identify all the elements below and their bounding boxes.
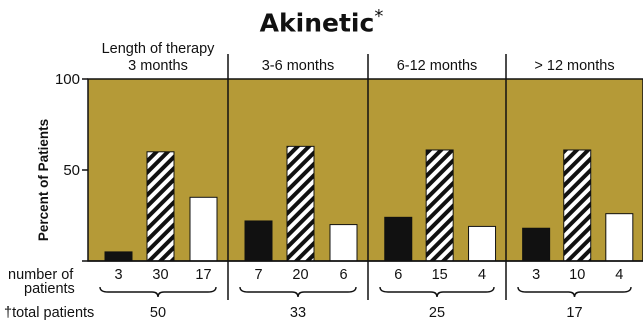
y-axis-label: Percent of Patients (36, 119, 51, 241)
panel-header: > 12 months (534, 58, 614, 74)
bar-2-2 (286, 145, 315, 262)
count-label: 3 (532, 267, 540, 283)
count-label: 30 (152, 267, 168, 283)
bar-3-3 (468, 225, 497, 262)
bar-2-3 (329, 224, 358, 262)
panel-header: 3 months (128, 58, 188, 74)
total-patients-label: †total patients (4, 305, 94, 321)
count-label: 7 (254, 267, 262, 283)
count-label: 20 (292, 267, 308, 283)
plot-background (88, 79, 643, 261)
count-label: 3 (114, 267, 122, 283)
panel-brace (239, 286, 357, 298)
bar-1-1 (104, 251, 133, 262)
count-label: 4 (615, 267, 623, 283)
panel-header: 3-6 months (262, 58, 335, 74)
count-label: 6 (339, 267, 347, 283)
number-label-2: patients (24, 281, 75, 297)
count-label: 15 (432, 267, 448, 283)
total-label: 25 (429, 305, 445, 321)
total-label: 17 (566, 305, 582, 321)
number-label-1: number of (8, 267, 74, 283)
total-label: 33 (290, 305, 306, 321)
bar-3-1 (384, 216, 413, 262)
bar-1-2 (146, 151, 175, 262)
bar-3-2 (425, 149, 454, 262)
chart-title: Akinetic* (259, 6, 384, 38)
panel-header: Length of therapy (102, 41, 216, 57)
bar-4-2 (563, 149, 592, 262)
panel-brace (99, 286, 217, 298)
y-tick-label: 50 (63, 162, 80, 179)
y-tick-label: 100 (55, 71, 80, 88)
panel-header: 6-12 months (397, 58, 478, 74)
count-label: 4 (478, 267, 486, 283)
bar-4-3 (605, 213, 634, 262)
plot-area (82, 54, 643, 300)
panel-brace (379, 286, 495, 298)
total-label: 50 (150, 305, 166, 321)
panel-brace (517, 286, 632, 298)
bar-2-1 (244, 220, 273, 262)
count-label: 10 (569, 267, 585, 283)
count-label: 6 (394, 267, 402, 283)
bar-1-3 (189, 196, 218, 262)
bar-4-1 (522, 227, 551, 262)
count-label: 17 (195, 267, 211, 283)
